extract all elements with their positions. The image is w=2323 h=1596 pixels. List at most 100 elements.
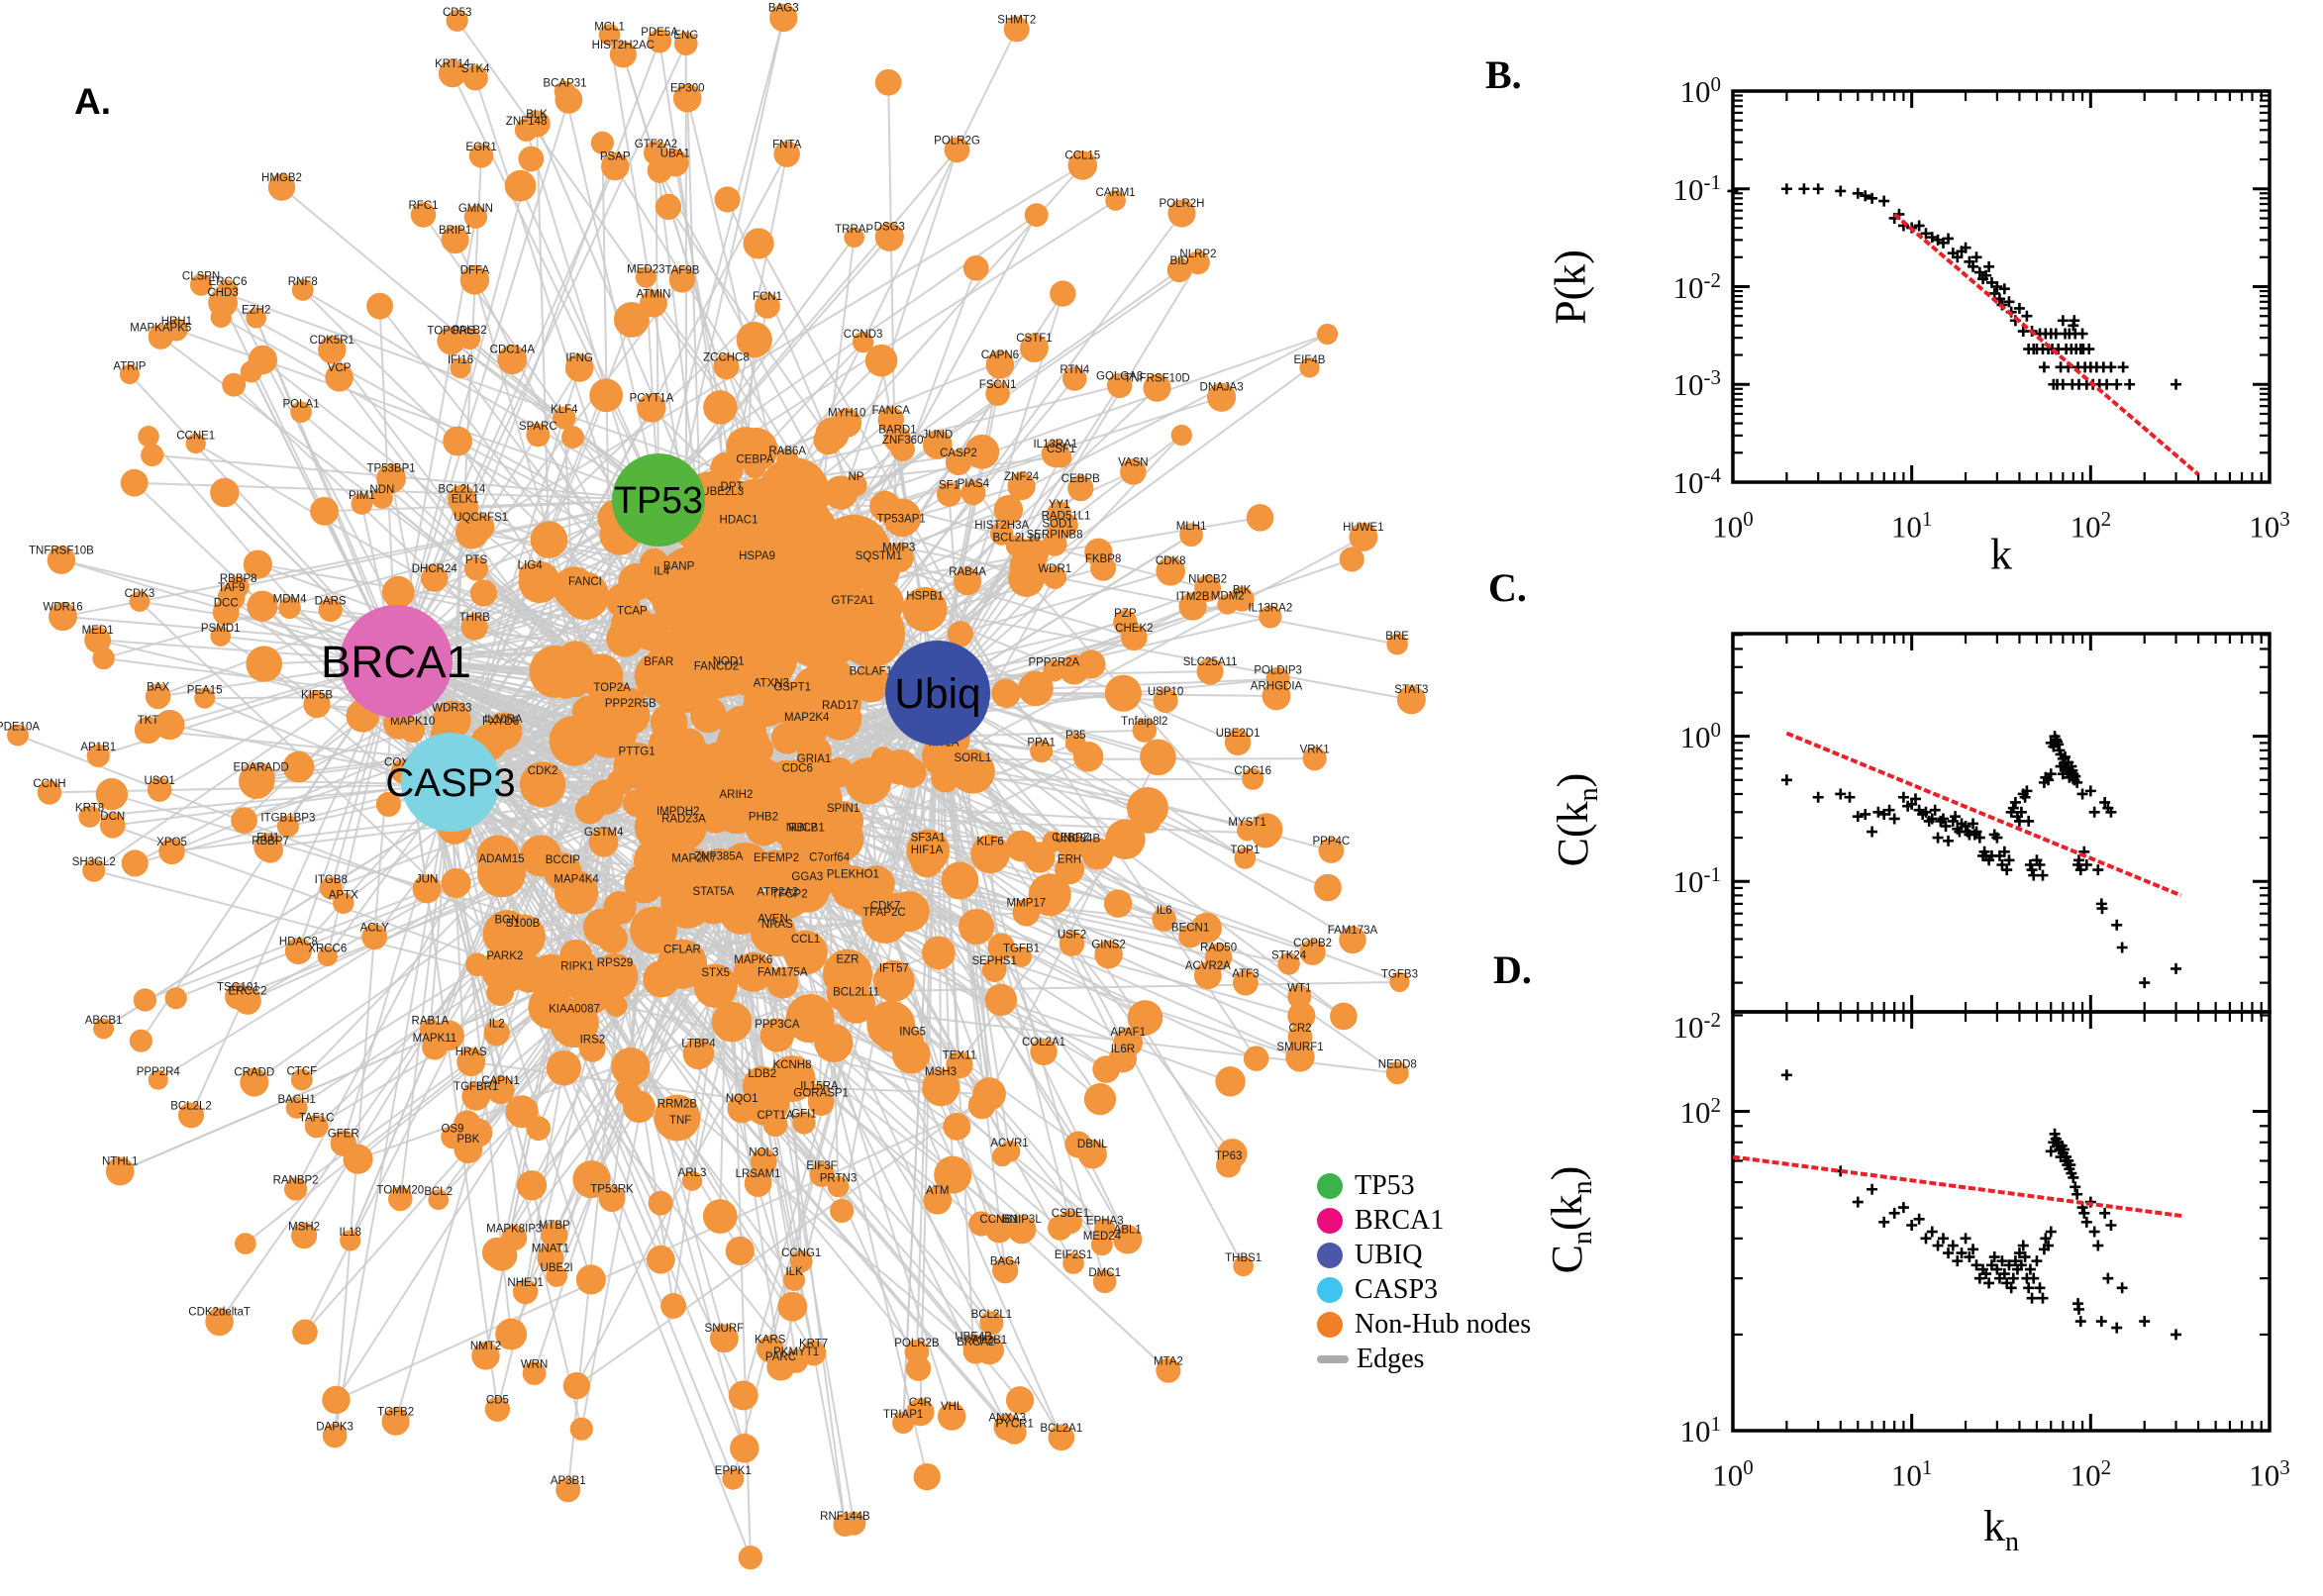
data-point <box>1956 1247 1968 1259</box>
network-node-label: UBA1 <box>660 148 690 159</box>
network-node-label: TOMM20 <box>376 1184 424 1196</box>
network-node-label: ILK <box>785 1266 803 1278</box>
network-node-label: CDC6 <box>782 763 813 775</box>
network-node <box>322 1423 348 1448</box>
network-node-label: CPT1A <box>757 1110 793 1122</box>
network-node <box>1002 1420 1027 1445</box>
network-node-label: RFC1 <box>408 200 438 212</box>
network-node <box>590 131 615 154</box>
network-nodes <box>7 3 1426 1570</box>
network-node <box>746 810 781 847</box>
network-node <box>370 486 393 509</box>
network-node <box>946 1051 973 1079</box>
network-node <box>145 683 171 710</box>
network-node <box>611 1047 651 1087</box>
network-node <box>869 490 901 522</box>
network-node-label: YY1 <box>1049 499 1070 511</box>
network-node-label: RAD23A <box>661 813 706 825</box>
network-node-label: CCND3 <box>844 329 883 341</box>
network-node <box>212 599 240 626</box>
network-node <box>1105 819 1146 860</box>
network-node <box>733 951 773 992</box>
network-node <box>579 1036 606 1062</box>
network-node <box>189 273 213 296</box>
network-node <box>941 861 979 900</box>
network-node-label: BECN1 <box>1171 922 1209 934</box>
data-point <box>2003 854 2015 866</box>
network-node-label: TNFRSF10D <box>1124 373 1189 385</box>
network-node-label: CDK3 <box>125 588 155 600</box>
network-node <box>86 744 110 767</box>
network-node <box>958 908 995 946</box>
network-node <box>792 1111 816 1135</box>
y-tick-label: 10-4 <box>1672 462 1722 501</box>
network-node-label: PSMD1 <box>201 623 241 635</box>
network-node <box>1093 1218 1116 1241</box>
data-point <box>1973 266 1985 278</box>
network-node <box>222 372 247 397</box>
network-node-label: FKBP8 <box>1085 553 1121 565</box>
network-node-label: RNF144B <box>820 1511 870 1523</box>
network-node-label: AVEN <box>758 913 787 925</box>
network-node-label: CDK2deltaT <box>188 1307 251 1319</box>
network-node-label: TAF1C <box>299 1112 335 1124</box>
network-node <box>598 1185 626 1213</box>
panel-c-label: C. <box>1488 565 1527 610</box>
data-point <box>1947 1240 1959 1251</box>
network-node <box>141 444 164 467</box>
network-node <box>833 1513 858 1538</box>
network-node-label: MDM2 <box>1211 591 1245 603</box>
data-point <box>2070 770 2081 782</box>
network-node <box>872 960 915 1002</box>
x-axis-title-b: k <box>1990 530 2012 579</box>
data-point <box>2057 378 2069 390</box>
network-node <box>1262 681 1291 711</box>
data-point <box>2071 1188 2083 1200</box>
network-node-label: BANP <box>663 561 695 573</box>
legend-label: Non-Hub nodes <box>1355 1308 1532 1340</box>
network-node <box>526 1116 552 1142</box>
network-node-label: BRIP1 <box>439 225 471 237</box>
network-node-label: GGA3 <box>791 871 823 883</box>
network-node-label: CD5 <box>486 1395 509 1407</box>
network-node <box>703 390 738 425</box>
network-node <box>530 521 568 558</box>
network-node <box>1316 323 1339 346</box>
network-node <box>284 937 312 965</box>
network-node <box>833 593 872 633</box>
network-node-label: NUCB1 <box>786 822 825 834</box>
network-node <box>366 292 393 320</box>
network-node <box>177 1102 205 1129</box>
network-node-label: IFI16 <box>448 354 473 366</box>
network-node <box>564 353 594 382</box>
network-node <box>910 844 944 878</box>
network-node-label: EPHA3 <box>1086 1215 1124 1227</box>
data-point <box>2001 864 2013 876</box>
plot-frame <box>1731 1010 2272 1433</box>
network-node-label: KRT14 <box>435 58 470 70</box>
legend-label: BRCA1 <box>1355 1204 1445 1236</box>
network-node <box>991 678 1021 708</box>
network-node <box>243 549 272 579</box>
network-node <box>267 173 296 201</box>
network-node <box>1003 16 1030 43</box>
network-node-label: IRS2 <box>580 1034 606 1046</box>
network-node-label: EZH2 <box>242 305 270 317</box>
network-node <box>290 1068 313 1091</box>
network-node <box>807 1083 832 1107</box>
network-node <box>989 522 1014 546</box>
network-node-label: AP2B1 <box>971 1335 1007 1347</box>
data-point <box>1937 1233 1949 1245</box>
network-node-label: LDB2 <box>748 1068 776 1080</box>
data-point <box>2095 1316 2107 1328</box>
network-node-label: DNAJA3 <box>1200 382 1244 394</box>
data-point <box>2017 1240 2029 1251</box>
network-node-label: SQSTM1 <box>856 550 902 562</box>
data-point <box>2111 919 2123 931</box>
network-node-label: THRB <box>459 612 491 624</box>
network-node <box>526 423 551 448</box>
network-node <box>1396 685 1426 715</box>
network-node <box>550 998 599 1048</box>
network-node <box>1077 1140 1107 1169</box>
network-node-label: POLDIP3 <box>1254 664 1302 676</box>
